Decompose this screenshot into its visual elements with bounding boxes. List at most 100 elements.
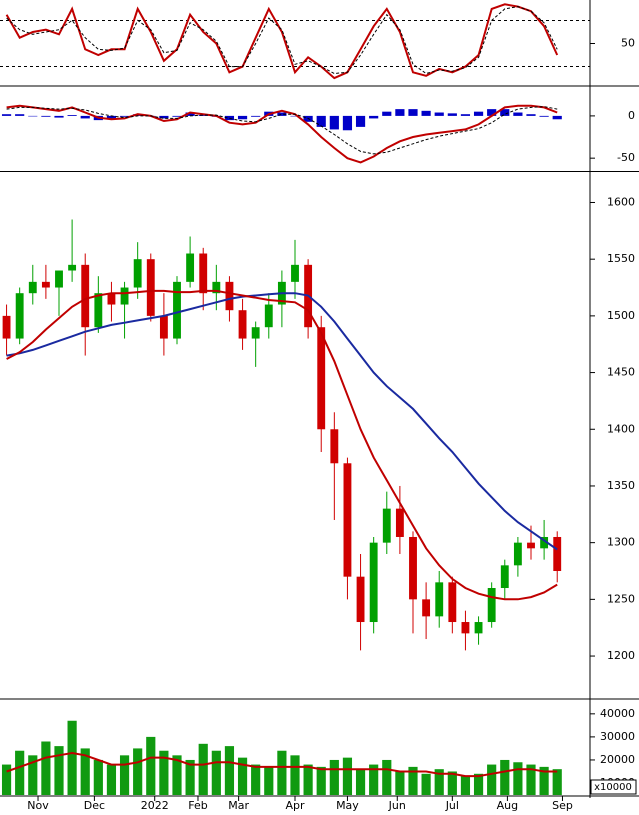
- candle-body: [81, 264, 90, 328]
- candle-body: [540, 536, 549, 549]
- bar: [382, 111, 392, 116]
- bar: [106, 764, 117, 795]
- bar: [251, 764, 261, 795]
- candle-body: [527, 542, 535, 549]
- bar: [28, 115, 38, 117]
- y-tick-label: 1450: [607, 366, 635, 379]
- bar: [224, 746, 235, 795]
- y-tick-label: 1350: [607, 479, 635, 492]
- candle-body: [291, 264, 299, 282]
- candle-body: [68, 264, 77, 271]
- x-tick-label: May: [336, 799, 359, 812]
- x-tick-label: Aug: [497, 799, 518, 812]
- bar: [447, 771, 457, 795]
- bar: [460, 776, 471, 795]
- bar: [355, 115, 366, 127]
- x-tick-label: Mar: [228, 799, 249, 812]
- candle-body: [212, 281, 221, 294]
- y-tick-label: 1500: [607, 309, 635, 322]
- bar: [473, 111, 484, 116]
- bar: [342, 115, 353, 131]
- bar: [434, 769, 444, 795]
- bar: [395, 771, 405, 795]
- bar: [15, 114, 25, 116]
- y-tick-label: 20000: [600, 753, 635, 766]
- bar: [447, 113, 457, 116]
- y-tick-label: -50: [617, 151, 635, 164]
- bar: [539, 115, 549, 117]
- series-line: [6, 106, 558, 155]
- bar: [185, 112, 195, 116]
- y-tick-label: 1200: [607, 649, 635, 662]
- bar: [264, 766, 274, 795]
- bar: [460, 114, 471, 116]
- bar: [133, 748, 143, 795]
- bar: [539, 766, 549, 795]
- bar: [513, 762, 523, 795]
- candle-body: [120, 287, 129, 305]
- y-tick-label: 1300: [607, 536, 635, 549]
- bar: [369, 764, 379, 795]
- candle-body: [41, 281, 50, 288]
- bar: [513, 112, 523, 116]
- bar: [172, 115, 182, 117]
- bar: [1, 114, 12, 116]
- candle-body: [146, 259, 155, 316]
- candle-body: [186, 253, 195, 282]
- bar: [526, 764, 536, 795]
- series-line: [6, 292, 558, 551]
- y-tick-label: 1600: [607, 195, 635, 208]
- bar: [526, 114, 536, 116]
- y-tick-label: 50: [621, 37, 635, 50]
- series-line: [6, 289, 558, 601]
- bar: [146, 736, 156, 795]
- candle-body: [356, 576, 365, 623]
- candle-body: [55, 270, 63, 288]
- bar: [277, 750, 287, 795]
- candle-body: [422, 599, 431, 617]
- bar: [159, 115, 169, 119]
- bar: [106, 115, 117, 120]
- bar: [382, 759, 392, 795]
- candle-body: [369, 542, 378, 623]
- bar: [67, 115, 77, 116]
- bar: [408, 766, 418, 795]
- bar: [15, 750, 25, 795]
- x-tick-label: Dec: [84, 799, 105, 812]
- bar: [80, 115, 90, 119]
- candle-body: [553, 536, 562, 572]
- bar: [119, 115, 130, 117]
- bar: [487, 109, 497, 116]
- bar: [80, 748, 90, 795]
- bar: [172, 755, 182, 795]
- x-tick-label: Nov: [27, 799, 49, 812]
- y-tick-label: 1250: [607, 592, 635, 605]
- candle-body: [28, 281, 37, 294]
- bar: [1, 764, 12, 795]
- candle-body: [173, 281, 181, 339]
- candle-body: [500, 565, 509, 589]
- bar: [41, 115, 51, 117]
- bar: [369, 115, 379, 119]
- x-tick-label: Feb: [188, 799, 207, 812]
- bar: [211, 750, 221, 795]
- bar: [316, 115, 326, 127]
- candle-body: [264, 304, 273, 328]
- y-tick-label: 40000: [600, 707, 635, 720]
- y-tick-label: 30000: [600, 730, 635, 743]
- bar: [119, 755, 130, 795]
- candle-body: [435, 582, 444, 617]
- x-tick-label: Jun: [388, 799, 406, 812]
- candle-body: [474, 622, 483, 634]
- bar: [54, 746, 64, 795]
- bar: [421, 110, 431, 116]
- bar: [290, 755, 300, 795]
- candle-body: [251, 327, 260, 339]
- x-tick-label: Apr: [285, 799, 305, 812]
- unit-box: [590, 779, 637, 795]
- bar: [329, 115, 339, 130]
- series-line: [6, 104, 558, 164]
- x-tick-label: 2022: [141, 799, 169, 812]
- series-line: [6, 751, 558, 778]
- bar: [237, 757, 248, 795]
